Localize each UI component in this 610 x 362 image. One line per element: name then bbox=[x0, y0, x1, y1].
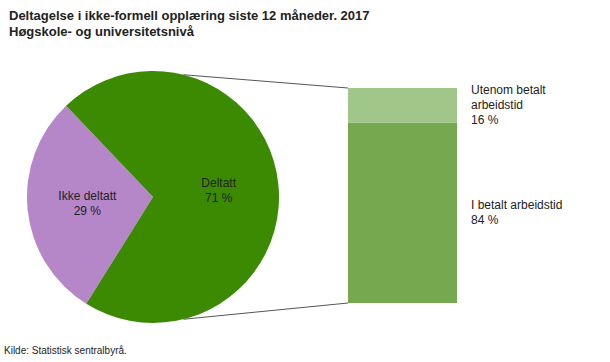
svg-text:I betalt arbeidstid: I betalt arbeidstid bbox=[471, 198, 562, 212]
svg-text:Utenom betalt: Utenom betalt bbox=[471, 83, 549, 97]
svg-text:Ikke deltatt: Ikke deltatt bbox=[58, 189, 117, 203]
svg-text:16 %: 16 % bbox=[471, 113, 499, 127]
svg-text:84 %: 84 % bbox=[471, 213, 499, 227]
svg-text:Deltagelse i ikke-formell oppl: Deltagelse i ikke-formell opplæring sist… bbox=[9, 8, 370, 23]
svg-text:29 %: 29 % bbox=[74, 204, 102, 218]
svg-text:Høgskole- og universitetsnivå: Høgskole- og universitetsnivå bbox=[9, 24, 195, 39]
svg-text:Deltatt: Deltatt bbox=[201, 176, 236, 190]
svg-text:71 %: 71 % bbox=[205, 191, 233, 205]
svg-text:Kilde: Statistisk sentralbyrå.: Kilde: Statistisk sentralbyrå. bbox=[4, 345, 127, 356]
svg-text:arbeidstid: arbeidstid bbox=[471, 98, 523, 112]
